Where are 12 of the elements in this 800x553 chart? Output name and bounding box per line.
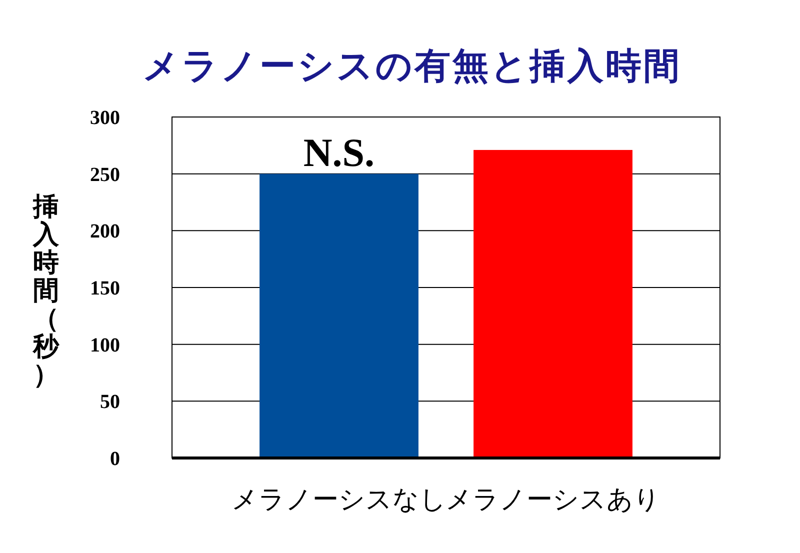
y-tick-label: 300	[90, 107, 120, 129]
y-tick-label: 200	[90, 220, 120, 243]
y-tick-label: 250	[90, 164, 120, 186]
annotation: N.S.	[303, 130, 375, 175]
y-axis-title: 挿入時間（秒）	[32, 192, 60, 390]
y-tick-label: 100	[90, 334, 120, 356]
y-tick-label: 50	[100, 391, 120, 414]
x-tick-label: メラノーシスなし	[232, 485, 446, 515]
x-tick-label: メラノーシスあり	[446, 485, 660, 515]
chart-title: メラノーシスの有無と挿入時間	[142, 46, 682, 87]
y-tick-label: 0	[110, 448, 120, 470]
y-tick-label: 150	[90, 278, 120, 300]
